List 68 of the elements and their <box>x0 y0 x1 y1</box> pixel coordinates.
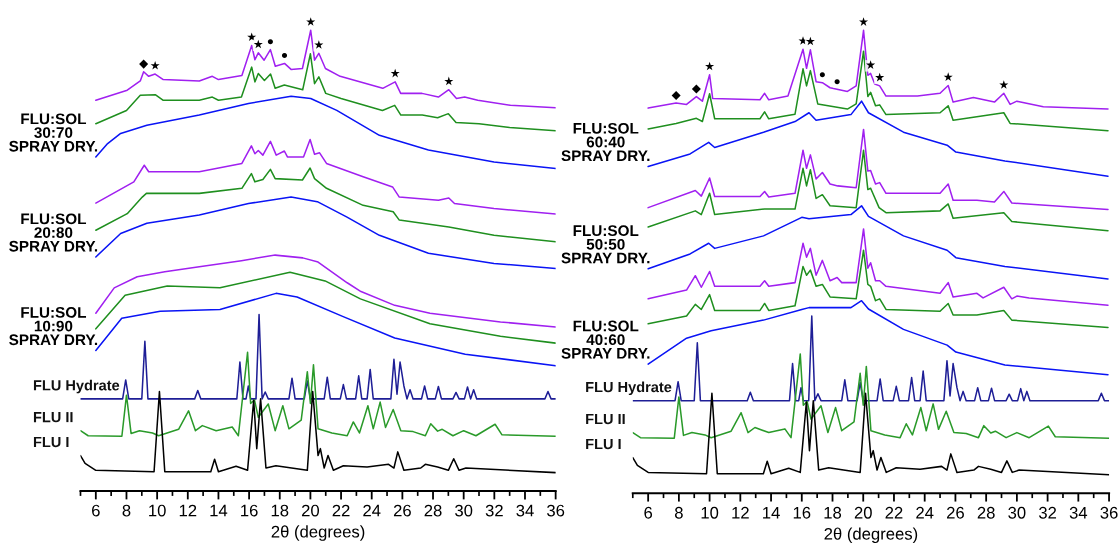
x-tick-label: 10 <box>149 504 166 517</box>
x-tick-label: 30 <box>455 504 473 517</box>
annotation: ● <box>834 79 840 85</box>
annotation: ★ <box>306 17 316 26</box>
series-label: FLU II <box>586 413 625 425</box>
annotation: ★ <box>444 76 454 86</box>
annotation: ★ <box>150 60 160 70</box>
x-tick-label: 34 <box>516 504 534 517</box>
annotation: FLU:SOL 10:90 SPRAY DRY. <box>9 306 98 346</box>
annotation: ★ <box>875 72 885 82</box>
series-label: FLU Hydrate <box>586 381 672 396</box>
x-tick-label: 16 <box>241 504 258 517</box>
series-label: FLU Hydrate <box>33 379 120 394</box>
x-tick-label: 26 <box>946 506 964 519</box>
x-tick-label: 28 <box>424 504 442 517</box>
x-tick-label: 20 <box>301 504 320 517</box>
annotation: ● <box>281 53 288 59</box>
x-tick-label: 32 <box>485 504 503 517</box>
x-tick-label: 30 <box>1008 506 1026 519</box>
x-tick-label: 36 <box>1100 506 1118 519</box>
x-tick-label: 18 <box>271 504 289 517</box>
annotation: ● <box>267 39 273 45</box>
x-axis-title: 2θ (degrees) <box>824 527 918 544</box>
annotation: ★ <box>859 17 869 26</box>
x-tick-label: 24 <box>916 506 934 519</box>
annotation: FLU:SOL 50:50 SPRAY DRY. <box>561 225 650 264</box>
x-tick-label: 26 <box>393 504 411 517</box>
x-tick-label: 36 <box>547 504 565 517</box>
x-tick-label: 10 <box>701 506 719 519</box>
x-tick-label: 6 <box>644 506 653 519</box>
annotation: FLU:SOL 40:60 SPRAY DRY. <box>561 320 650 359</box>
annotation: ★ <box>866 60 876 69</box>
annotation: FLU:SOL 60:40 SPRAY DRY. <box>561 122 650 162</box>
annotation: ★ <box>247 32 257 41</box>
x-tick-label: 20 <box>854 506 872 519</box>
x-tick-label: 18 <box>824 506 842 519</box>
annotation: ★ <box>390 68 400 78</box>
x-tick-label: 14 <box>210 504 228 517</box>
x-tick-label: 12 <box>179 504 197 517</box>
annotation: ★ <box>943 72 953 81</box>
x-tick-label: 24 <box>363 504 381 517</box>
x-tick-label: 22 <box>885 506 903 519</box>
x-tick-label: 8 <box>122 504 131 517</box>
annotation: ★ <box>805 36 815 46</box>
x-tick-label: 8 <box>674 506 683 519</box>
x-tick-label: 34 <box>1069 506 1088 519</box>
x-tick-label: 28 <box>977 506 995 519</box>
x-tick-label: 22 <box>332 504 350 517</box>
x-tick-label: 12 <box>732 506 749 519</box>
x-tick-label: 32 <box>1038 506 1057 519</box>
series-label: FLU II <box>33 412 73 423</box>
x-tick-label: 6 <box>92 504 100 517</box>
annotation: ★ <box>798 36 808 45</box>
annotation: ★ <box>705 61 715 71</box>
annotation: ◆ <box>691 84 701 94</box>
annotation: ★ <box>253 39 263 49</box>
annotation: ★ <box>314 40 324 49</box>
annotation: ● <box>819 72 825 78</box>
annotation: ◆ <box>671 90 681 100</box>
x-axis-title: 2θ (degrees) <box>271 525 365 541</box>
annotation: ★ <box>999 80 1009 89</box>
series-label: FLU I <box>33 436 69 448</box>
x-tick-label: 14 <box>763 507 780 519</box>
x-tick-label: 16 <box>793 506 811 519</box>
annotation: FLU:SOL 30:70 SPRAY DRY. <box>9 113 98 152</box>
annotation: ◆ <box>139 59 149 69</box>
series-label: FLU I <box>586 438 621 450</box>
annotation: FLU:SOL 20:80 SPRAY DRY. <box>9 213 98 252</box>
